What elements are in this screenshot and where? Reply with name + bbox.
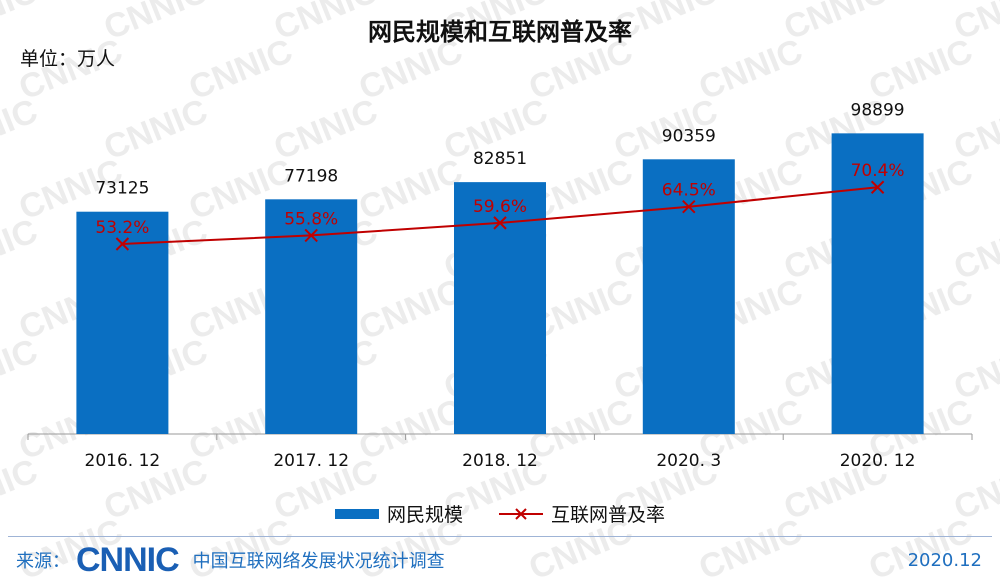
bar-netizens xyxy=(831,133,924,434)
source-organization: 中国互联网络发展状况统计调查 xyxy=(192,551,445,572)
bar-value-label: 90359 xyxy=(662,126,716,146)
footer: 来源： CNNIC 中国互联网络发展状况统计调查 2020.12 xyxy=(16,538,982,582)
legend-item-penetration: 互联网普及率 xyxy=(499,500,665,527)
source-label: 来源： xyxy=(16,551,70,572)
bar-netizens xyxy=(265,199,358,434)
line-value-label: 59.6% xyxy=(473,197,527,217)
bar-netizens xyxy=(642,159,735,434)
line-cross-swatch-icon xyxy=(499,507,543,520)
footer-divider xyxy=(8,536,992,537)
legend-label-penetration: 互联网普及率 xyxy=(551,504,666,526)
bar-value-label: 82851 xyxy=(473,149,527,169)
x-tick-label: 2020. 12 xyxy=(840,451,916,471)
line-point-marker xyxy=(870,180,885,194)
legend-label-netizens: 网民规模 xyxy=(386,504,463,526)
x-tick-label: 2017. 12 xyxy=(273,451,349,471)
unit-label: 单位：万人 xyxy=(20,48,116,70)
legend-item-netizens: 网民规模 xyxy=(334,500,463,527)
x-tick-label: 2016. 12 xyxy=(85,451,161,471)
legend: 网民规模 互联网普及率 xyxy=(0,500,1000,527)
line-value-label: 64.5% xyxy=(662,181,716,201)
line-value-label: 53.2% xyxy=(95,218,149,238)
line-value-label: 55.8% xyxy=(284,209,338,229)
line-point-marker xyxy=(493,216,507,230)
bar-swatch-icon xyxy=(334,508,379,519)
line-point-marker xyxy=(115,237,130,251)
bar-netizens xyxy=(76,211,169,434)
cnnic-logo: CNNIC xyxy=(76,540,180,579)
x-tick-label: 2018. 12 xyxy=(462,451,538,471)
bar-value-label: 77198 xyxy=(284,166,338,186)
bar-value-label: 98899 xyxy=(851,100,905,120)
x-tick-label: 2020. 3 xyxy=(656,451,721,471)
line-point-marker xyxy=(682,200,696,214)
report-date: 2020.12 xyxy=(907,549,982,571)
chart-title: 网民规模和互联网普及率 xyxy=(368,18,632,46)
line-point-marker xyxy=(304,228,318,243)
line-value-label: 70.4% xyxy=(851,161,905,181)
bar-value-label: 73125 xyxy=(95,179,149,199)
